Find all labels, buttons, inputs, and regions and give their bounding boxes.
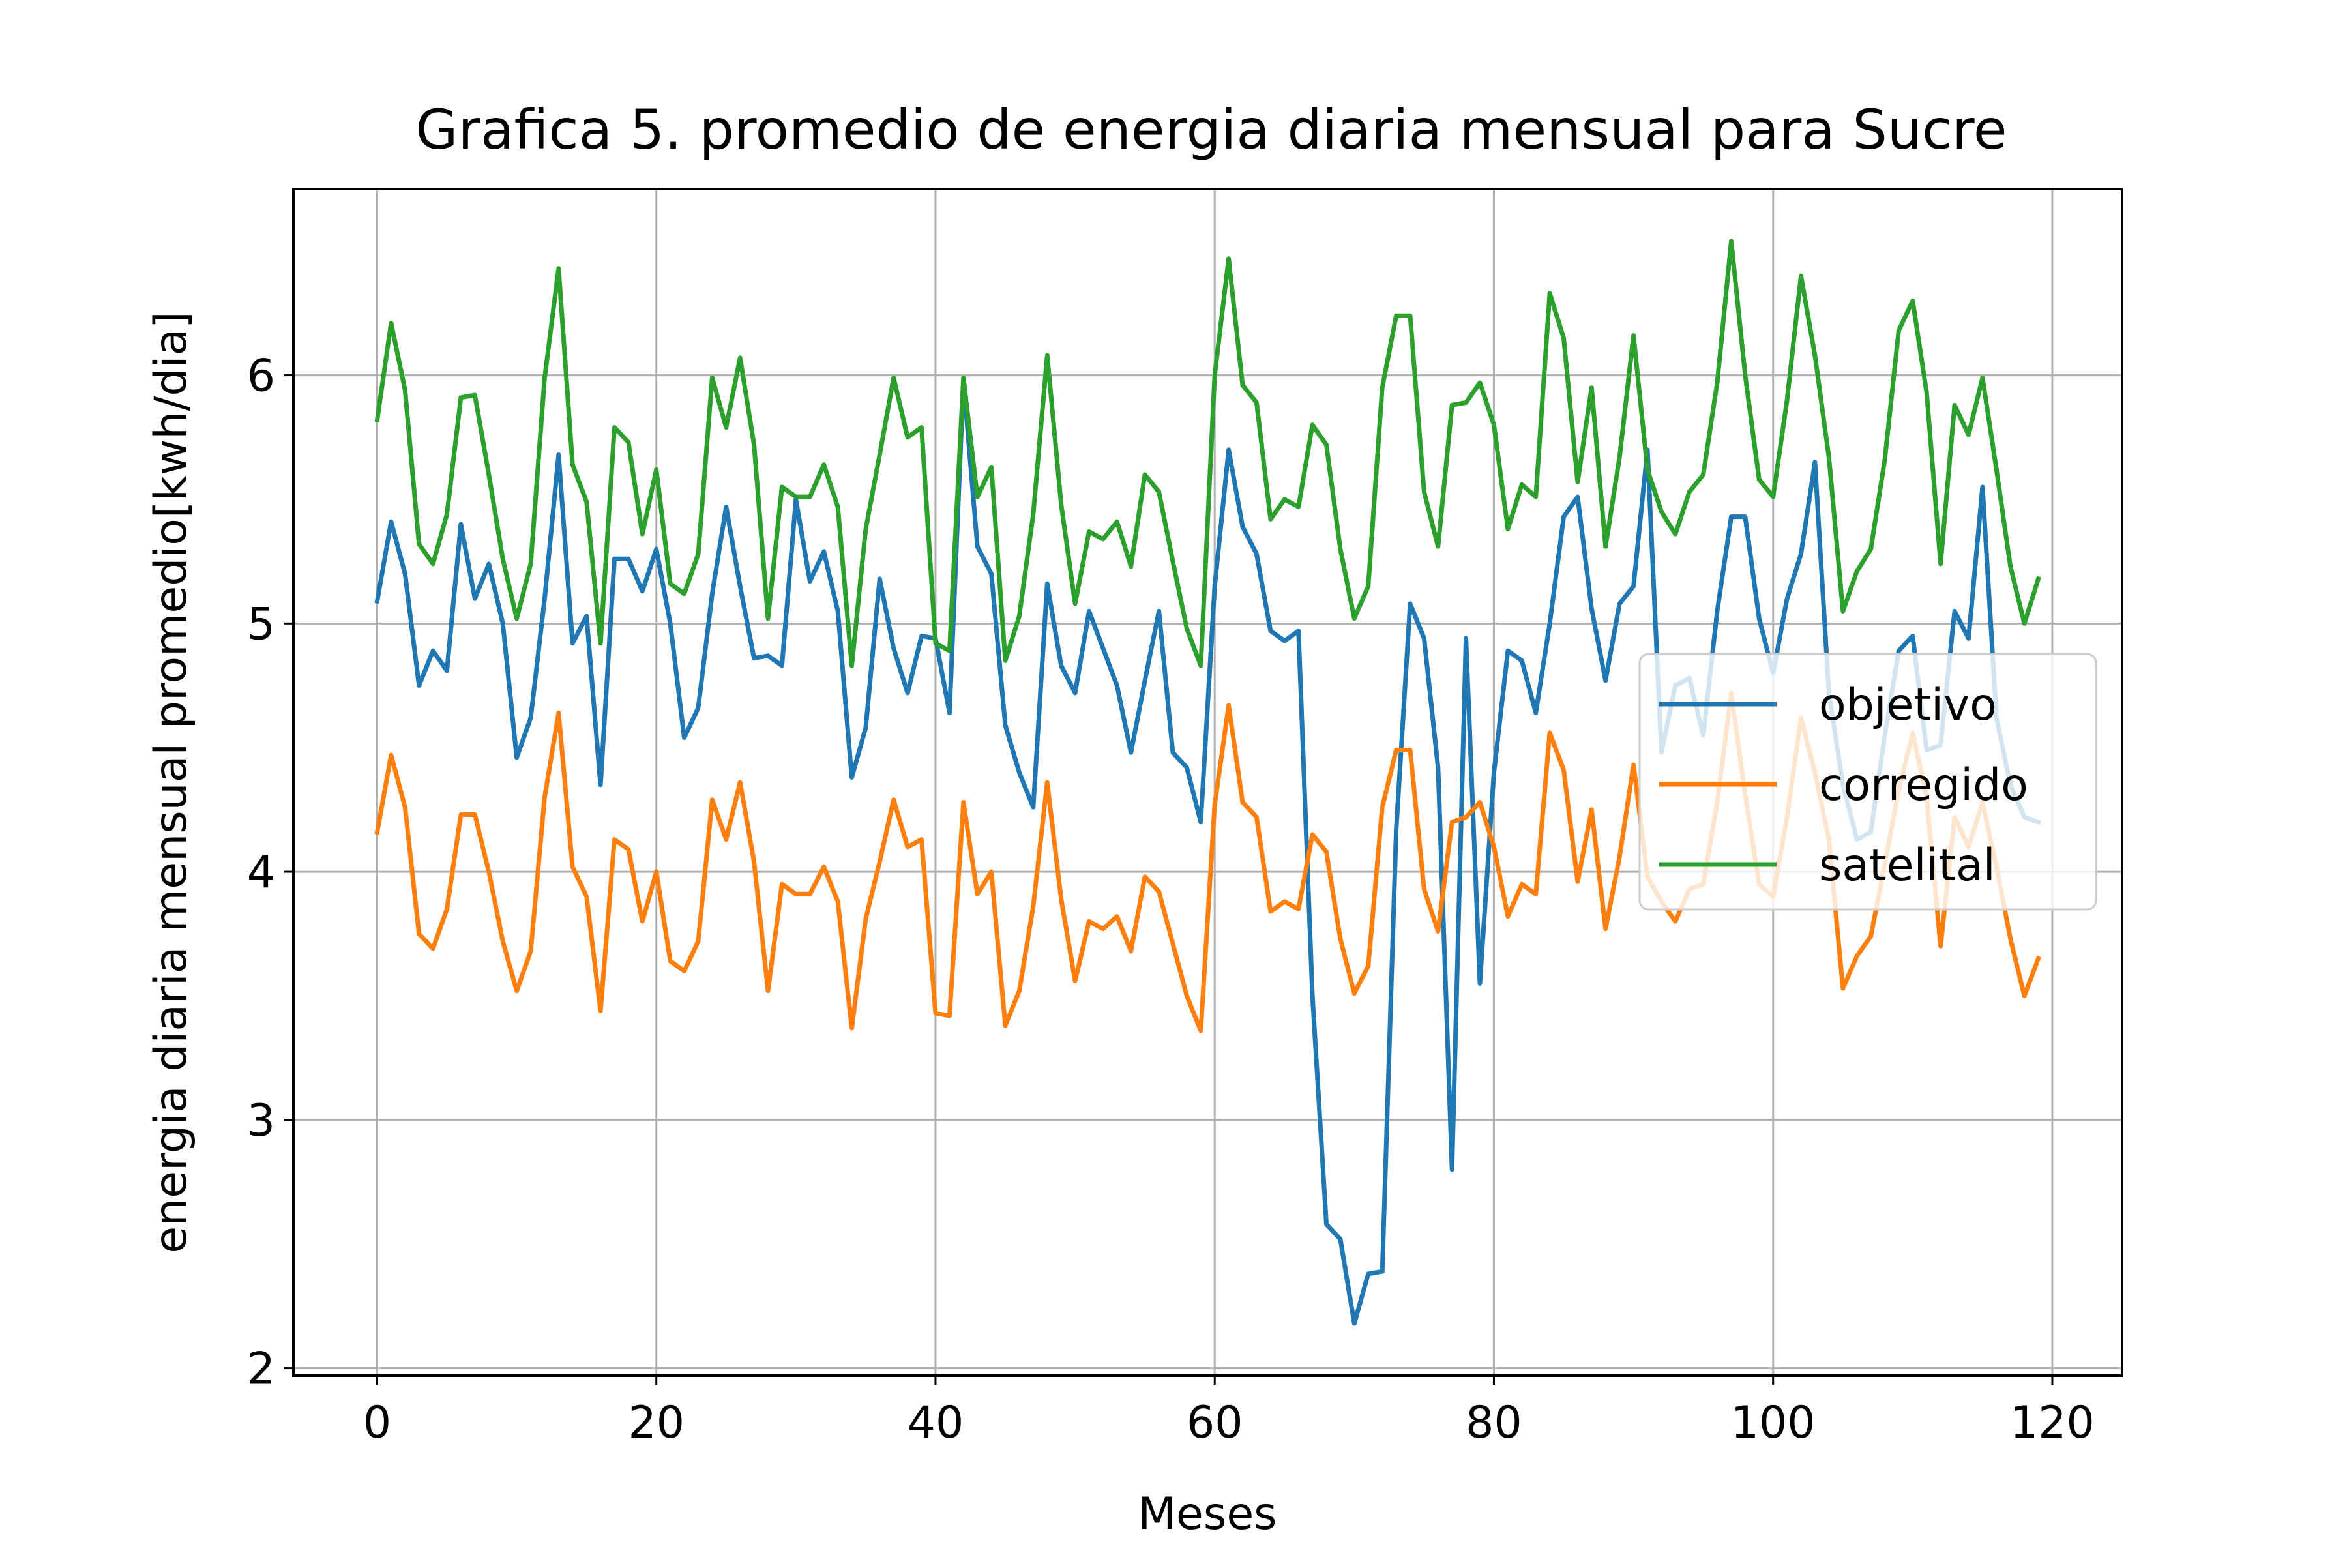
y-tick-label: 4 <box>247 847 275 898</box>
legend: objetivo corregido satelital <box>1638 653 2097 911</box>
y-tick-label: 5 <box>247 599 275 650</box>
series-line-objetivo <box>374 377 2041 1326</box>
plot-frame <box>292 188 2123 1377</box>
x-tick-label: 20 <box>628 1397 685 1449</box>
y-tick-label: 3 <box>247 1095 275 1147</box>
series-line-satelital <box>374 239 2041 668</box>
x-axis-label: Meses <box>1138 1488 1277 1540</box>
y-axis-label: energia diaria mensual promedio[kwh/dia] <box>145 311 197 1253</box>
legend-box <box>1638 653 2097 911</box>
y-tick-label: 2 <box>247 1344 275 1395</box>
x-tick-label: 0 <box>363 1397 391 1449</box>
x-tick-label: 80 <box>1466 1397 1522 1449</box>
x-tick-label: 120 <box>2010 1397 2095 1449</box>
x-tick-label: 60 <box>1187 1397 1243 1449</box>
legend-label-satelital: satelital <box>1819 840 1996 891</box>
legend-entries: objetivo corregido satelital <box>1659 679 2028 891</box>
legend-label-objetivo: objetivo <box>1819 679 1997 731</box>
chart-title: Grafica 5. promedio de energia diaria me… <box>415 98 2007 162</box>
x-tick-label: 100 <box>1731 1397 1816 1449</box>
x-tick-label: 40 <box>908 1397 964 1449</box>
axis-ticks: 0 20 40 60 80 100 120 2 3 4 5 6 <box>247 351 2095 1449</box>
legend-label-corregido: corregido <box>1819 760 2028 811</box>
y-tick-label: 6 <box>247 351 275 402</box>
